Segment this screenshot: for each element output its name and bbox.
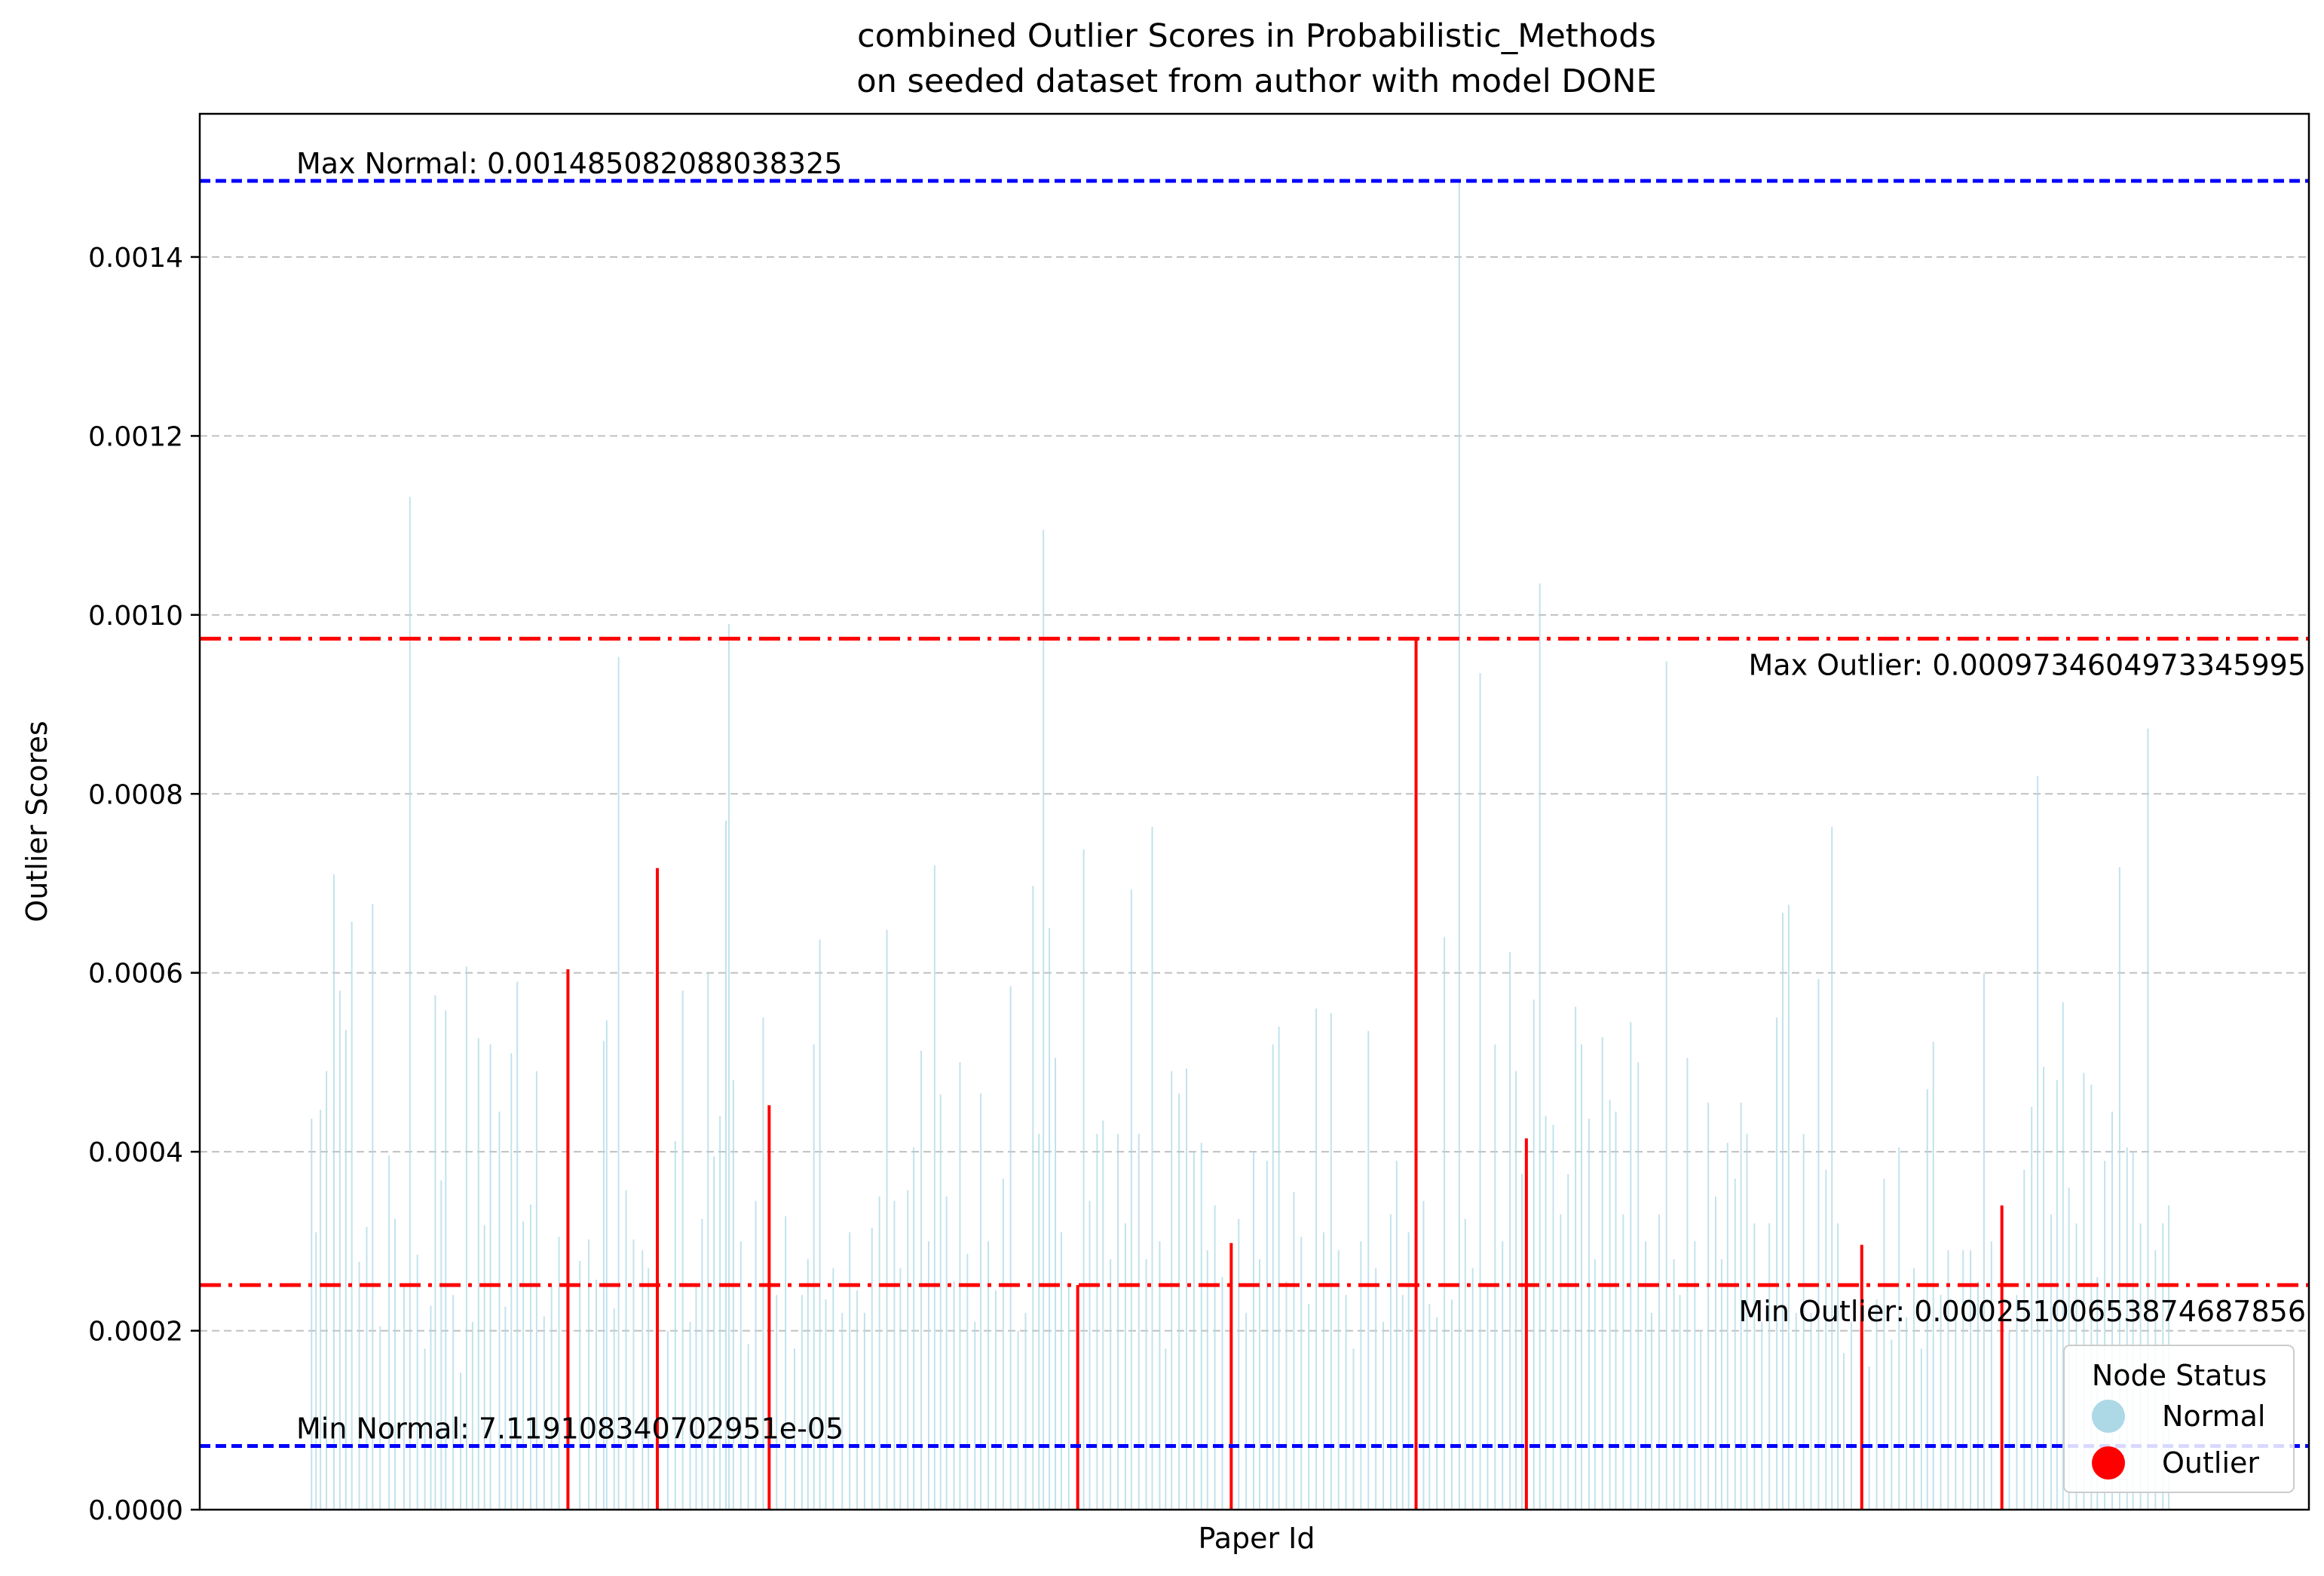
y-tick-label: 0.0012 xyxy=(88,421,183,452)
y-tick-label: 0.0002 xyxy=(88,1317,183,1348)
legend: Node Status Normal Outlier xyxy=(2063,1345,2295,1493)
reference-line-labels: Max Normal: 0.001485082088038325 Max Outl… xyxy=(296,147,2306,1446)
reference-label-min-outlier: Min Outlier: 0.00025100653874687856 xyxy=(1738,1295,2306,1328)
y-tick-label: 0.0004 xyxy=(88,1137,183,1168)
legend-marker-outlier xyxy=(2092,1446,2125,1480)
chart-subtitle: on seeded dataset from author with model… xyxy=(856,63,1656,100)
y-tick-label: 0.0014 xyxy=(88,243,183,274)
plot-area-frame xyxy=(198,112,2310,1511)
reference-label-max-normal: Max Normal: 0.001485082088038325 xyxy=(296,147,842,180)
legend-label-normal: Normal xyxy=(2162,1400,2266,1433)
outlier-bars xyxy=(566,638,2004,1510)
reference-label-min-normal: Min Normal: 7.119108340702951e-05 xyxy=(296,1412,844,1445)
y-axis: 0.0000 0.0002 0.0004 0.0006 0.0008 0.0010 0.00… xyxy=(88,243,200,1526)
legend-label-outlier: Outlier xyxy=(2162,1446,2259,1480)
reference-label-max-outlier: Max Outlier: 0.0009734604973345995 xyxy=(1749,648,2306,681)
y-tick-label: 0.0008 xyxy=(88,779,183,810)
y-tick-label: 0.0000 xyxy=(88,1495,183,1526)
chart-title: combined Outlier Scores in Probabilistic… xyxy=(857,17,1656,55)
y-axis-label: Outlier Scores xyxy=(20,721,54,922)
reference-lines xyxy=(200,179,2309,1448)
y-tick-label: 0.0010 xyxy=(88,601,183,632)
legend-marker-normal xyxy=(2092,1400,2125,1433)
legend-title: Node Status xyxy=(2092,1359,2267,1392)
x-axis-label: Paper Id xyxy=(1198,1522,1315,1555)
y-tick-label: 0.0006 xyxy=(88,959,183,990)
